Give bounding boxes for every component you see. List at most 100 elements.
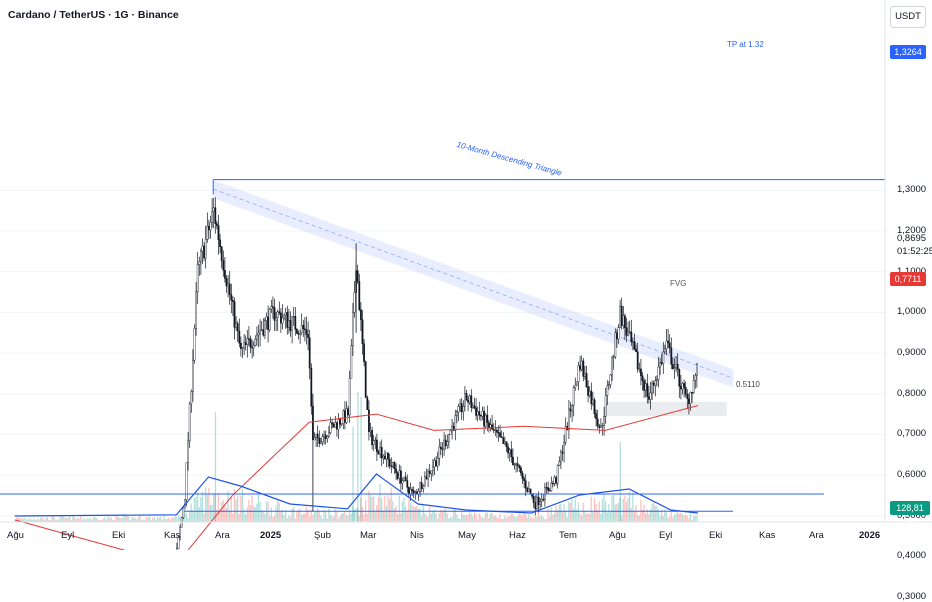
volume-bar xyxy=(413,506,415,522)
volume-bar xyxy=(25,519,28,522)
candle-body xyxy=(616,332,618,340)
volume-bar xyxy=(454,509,456,522)
candle-body xyxy=(268,308,271,331)
volume-bar xyxy=(646,509,648,522)
volume-bar xyxy=(449,517,452,522)
volume-bar xyxy=(262,511,264,522)
volume-bar xyxy=(584,510,586,522)
candle-body xyxy=(553,477,556,484)
volume-bar xyxy=(441,511,444,522)
volume-bar xyxy=(230,497,232,522)
price-tick-label: 0,5000 xyxy=(897,510,926,521)
volume-bar xyxy=(632,492,634,522)
volume-bar xyxy=(48,520,50,522)
candle-body xyxy=(576,381,578,386)
candle-body xyxy=(518,465,521,468)
candle-body xyxy=(366,397,369,411)
candle-body xyxy=(489,424,492,428)
candle-body xyxy=(563,442,566,454)
volume-bar xyxy=(307,509,309,522)
chart-title[interactable]: Cardano / TetherUS · 1G · Binance xyxy=(8,9,179,21)
volume-bar xyxy=(529,517,532,522)
volume-bar xyxy=(107,516,109,522)
candle-body xyxy=(377,451,380,455)
volume-bar xyxy=(179,516,181,522)
candle-body xyxy=(384,455,386,460)
candle-body xyxy=(201,245,204,252)
candle-body xyxy=(291,316,293,331)
candle-body xyxy=(633,341,636,350)
volume-bar xyxy=(45,518,47,522)
candle-body xyxy=(270,306,273,310)
candle-body xyxy=(481,410,484,417)
candle-body xyxy=(460,403,463,412)
volume-bars xyxy=(14,392,698,522)
candle-body xyxy=(379,447,381,455)
volume-bar xyxy=(257,495,260,522)
candle-body xyxy=(614,332,617,358)
volume-bar xyxy=(225,507,228,522)
volume-bar xyxy=(333,516,335,522)
volume-bar xyxy=(539,516,541,522)
volume-bar xyxy=(136,519,138,522)
volume-bar xyxy=(467,514,469,522)
candle-body xyxy=(329,422,332,434)
volume-bar xyxy=(75,518,77,522)
volume-bar xyxy=(673,515,676,522)
candle-body xyxy=(336,422,338,430)
candle-body xyxy=(675,364,678,368)
volume-bar xyxy=(685,514,687,522)
candle-body xyxy=(420,482,423,490)
volume-bar xyxy=(688,518,690,522)
candle-body xyxy=(225,278,228,287)
volume-bar xyxy=(568,501,570,522)
volume-bar xyxy=(377,496,380,522)
candle-body xyxy=(587,386,590,396)
candle-body xyxy=(515,463,518,465)
candle-body xyxy=(339,418,341,425)
candle-body xyxy=(473,405,476,409)
time-tick-label: Ara xyxy=(215,530,230,541)
candle-body xyxy=(307,334,309,338)
volume-bar xyxy=(67,517,69,522)
volume-bar xyxy=(198,507,200,522)
candle-body xyxy=(457,406,460,413)
volume-bar xyxy=(432,510,434,522)
tp-price-badge: 1,3264 xyxy=(890,45,926,59)
volume-bar xyxy=(448,518,450,522)
volume-bar xyxy=(312,515,314,522)
volume-bar xyxy=(453,510,455,522)
volume-bar xyxy=(680,512,682,522)
candle-body xyxy=(590,390,593,405)
candle-body xyxy=(398,470,401,479)
volume-bar xyxy=(494,515,496,522)
volume-bar xyxy=(509,516,511,522)
volume-bar xyxy=(691,520,693,522)
candle-body xyxy=(537,496,540,505)
volume-bar xyxy=(286,517,288,522)
volume-bar xyxy=(473,512,476,522)
volume-bar xyxy=(387,495,389,522)
volume-bar xyxy=(625,502,628,522)
candle-body xyxy=(444,439,447,446)
volume-bar xyxy=(125,515,127,522)
candle-body xyxy=(499,432,501,438)
volume-bar xyxy=(456,514,458,522)
currency-button[interactable]: USDT xyxy=(890,6,926,28)
candle-body xyxy=(236,323,239,332)
candle-body xyxy=(684,387,687,395)
volume-bar xyxy=(97,520,100,522)
volume-bar xyxy=(533,518,535,522)
volume-bar xyxy=(214,492,216,522)
candle-body xyxy=(272,306,274,308)
volume-bar xyxy=(654,506,656,522)
candle-body xyxy=(636,351,639,370)
candle-body xyxy=(649,392,652,400)
volume-bar xyxy=(397,514,399,522)
time-tick-label: 2026 xyxy=(859,530,881,541)
volume-bar xyxy=(269,516,271,522)
chart-area[interactable] xyxy=(0,0,932,550)
volume-bar xyxy=(617,502,620,522)
candle-body xyxy=(664,348,666,353)
candle-body xyxy=(254,338,257,346)
